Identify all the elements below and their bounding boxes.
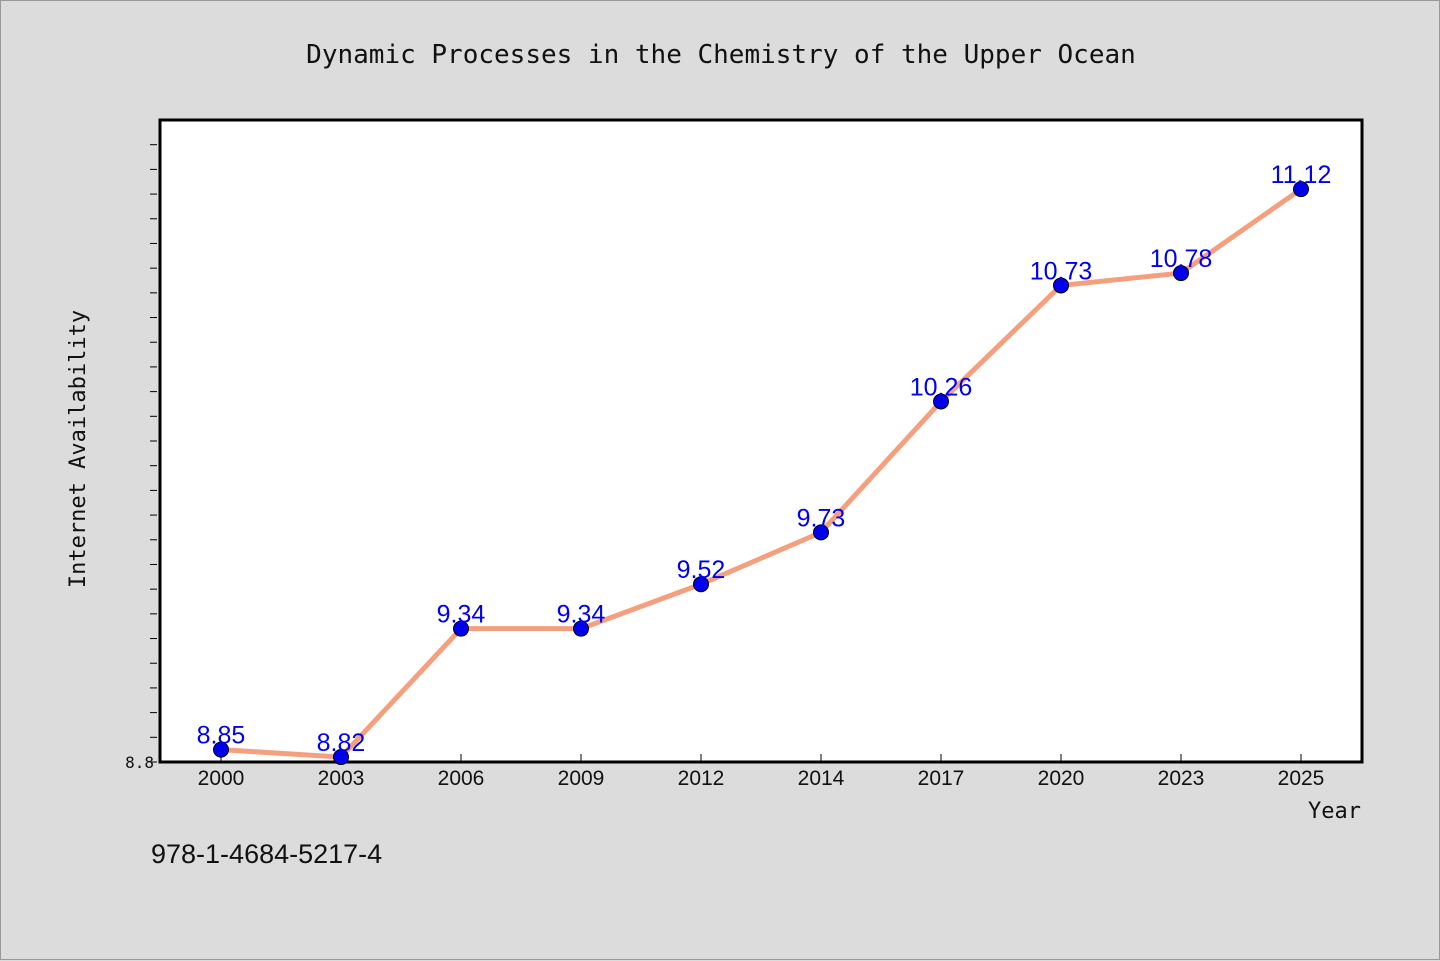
series-line-group bbox=[218, 186, 1304, 760]
data-point bbox=[933, 393, 949, 410]
x-tick-label: 2017 bbox=[918, 767, 965, 790]
data-point bbox=[1293, 181, 1309, 198]
data-point bbox=[1053, 277, 1069, 294]
data-label: 8.82 bbox=[317, 729, 366, 757]
data-point bbox=[573, 620, 589, 637]
data-label: 9.73 bbox=[797, 504, 846, 532]
x-axis-label: Year bbox=[1308, 799, 1361, 824]
series-markers bbox=[213, 181, 1309, 766]
x-tick-label: 2025 bbox=[1278, 767, 1325, 790]
x-tick-label: 2014 bbox=[798, 767, 845, 790]
x-tick-label: 2003 bbox=[318, 767, 365, 790]
x-tick-label: 2006 bbox=[438, 767, 485, 790]
x-tick-label: 2023 bbox=[1158, 767, 1205, 790]
data-point bbox=[333, 749, 349, 766]
y-axis-label: Internet Availability bbox=[66, 310, 91, 588]
x-tick-label: 2009 bbox=[558, 767, 605, 790]
y-axis-ticks: 8.8 bbox=[125, 144, 157, 772]
x-tick-label: 2000 bbox=[198, 767, 245, 790]
data-point bbox=[813, 524, 829, 541]
x-axis-ticks: 2000 2003 2006 2009 2012 2014 2017 2020 2023 2025 bbox=[198, 754, 1325, 790]
data-label: 9.52 bbox=[677, 556, 726, 584]
data-point bbox=[453, 620, 469, 637]
data-label: 11.12 bbox=[1271, 161, 1332, 189]
x-tick-label: 2012 bbox=[678, 767, 725, 790]
data-point bbox=[213, 741, 229, 758]
data-point bbox=[1173, 265, 1189, 282]
plot-area bbox=[158, 118, 1364, 764]
data-label: 8.85 bbox=[197, 722, 246, 750]
data-label: 9.34 bbox=[557, 601, 606, 629]
chart-title: Dynamic Processes in the Chemistry of th… bbox=[306, 40, 1136, 70]
y-tick-label: 8.8 bbox=[125, 753, 154, 772]
series-line bbox=[218, 186, 1304, 760]
x-tick-label: 2020 bbox=[1038, 767, 1085, 790]
data-label: 10.26 bbox=[910, 373, 973, 401]
data-labels: 8.85 8.82 9.34 9.34 9.52 9.73 10.26 10.73 10.78 1… bbox=[197, 161, 1332, 757]
isbn-text: 978-1-4684-5217-4 bbox=[151, 839, 382, 869]
data-label: 10.73 bbox=[1030, 257, 1093, 285]
data-label: 9.34 bbox=[437, 601, 486, 629]
data-point bbox=[693, 576, 709, 593]
data-label: 10.78 bbox=[1150, 245, 1213, 273]
